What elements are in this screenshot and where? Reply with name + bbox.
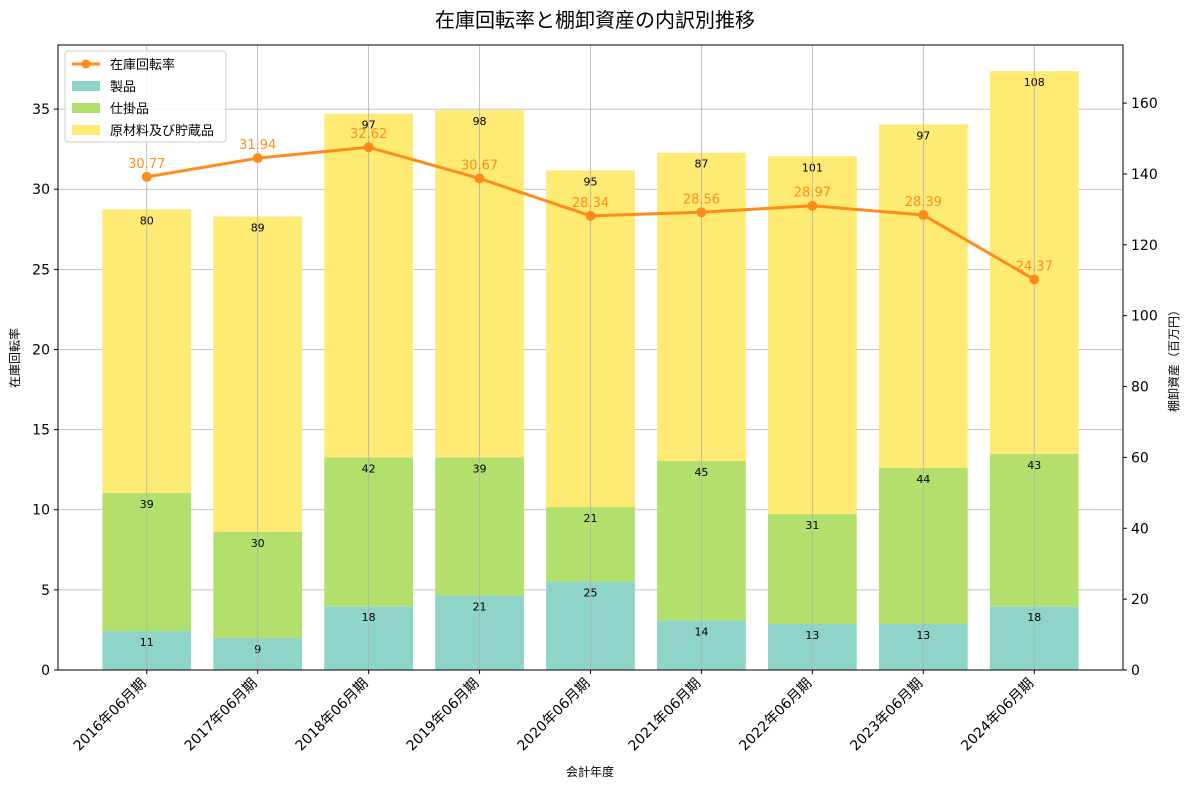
left-axis-tick-label: 25 (32, 262, 50, 278)
x-axis-tick-label: 2021年06月期 (625, 676, 704, 755)
left-axis-tick-label: 5 (41, 583, 50, 599)
turnover-point (1029, 274, 1040, 285)
turnover-point (696, 207, 707, 218)
turnover-point (363, 142, 374, 153)
right-axis-label: 棚卸資産（百万円） (1166, 304, 1181, 412)
x-axis-tick-label: 2020年06月期 (515, 676, 594, 755)
legend-color-swatch (72, 81, 100, 91)
legend-box (64, 50, 227, 143)
x-axis-tick-label: 2016年06月期 (71, 676, 150, 755)
turnover-value-label: 31.94 (239, 138, 276, 153)
x-axis-tick-label: 2022年06月期 (736, 676, 815, 755)
left-axis-label: 在庫回転率 (7, 328, 22, 388)
line-layer: 30.77 31.94 32.62 30.67 28.34 28.56 28.97 28.39… (128, 45, 1053, 670)
chart-title: 在庫回転率と棚卸資産の内訳別推移 (435, 8, 755, 32)
left-axis-tick-label: 35 (32, 102, 50, 118)
left-axis-tick-label: 20 (32, 342, 50, 358)
right-axis-tick-label: 120 (1131, 238, 1158, 254)
x-axis-tick-label: 2024年06月期 (958, 676, 1037, 755)
right-axis-tick-label: 60 (1131, 450, 1149, 466)
turnover-point (918, 210, 929, 221)
right-axis-tick-label: 20 (1131, 592, 1149, 608)
turnover-value-label: 28.97 (794, 186, 831, 201)
turnover-value-label: 28.34 (572, 196, 609, 211)
right-axis-tick-label: 100 (1131, 309, 1158, 325)
left-axis-tick-label: 10 (32, 503, 50, 519)
turnover-point (252, 153, 263, 164)
legend-entry-label: 製品 (110, 80, 136, 95)
legend-marker-swatch (81, 59, 91, 69)
legend-entry-label: 仕掛品 (110, 102, 149, 117)
left-axis-tick-label: 0 (41, 663, 50, 679)
turnover-value-label: 32.62 (350, 127, 387, 142)
turnover-value-label: 28.56 (683, 192, 720, 207)
x-axis-tick-label: 2023年06月期 (847, 676, 926, 755)
turnover-value-label: 30.67 (461, 158, 498, 173)
turnover-point (807, 200, 818, 211)
left-axis-tick-label: 15 (32, 423, 50, 439)
legend-entry-label: 在庫回転率 (110, 57, 175, 73)
legend-entry-label: 原材料及び貯蔵品 (110, 124, 214, 139)
turnover-point (141, 171, 152, 182)
turnover-value-label: 30.77 (128, 157, 165, 172)
right-axis-tick-label: 80 (1131, 380, 1149, 396)
turnover-value-label: 28.39 (905, 195, 942, 210)
right-axis-tick-label: 0 (1131, 663, 1140, 679)
right-axis-tick-label: 140 (1131, 167, 1158, 183)
right-axis-tick-label: 40 (1131, 521, 1149, 537)
left-axis-tick-label: 30 (32, 182, 50, 198)
turnover-point (474, 173, 485, 184)
legend-color-swatch (72, 103, 100, 113)
x-axis-label: 会計年度 (566, 764, 614, 779)
right-axis-tick-label: 160 (1131, 96, 1158, 112)
legend-color-swatch (72, 125, 100, 135)
x-axis-tick-label: 2019年06月期 (404, 676, 483, 755)
turnover-point (585, 210, 596, 221)
turnover-value-label: 24.37 (1016, 259, 1053, 274)
x-axis-tick-label: 2017年06月期 (182, 676, 261, 755)
x-axis-tick-label: 2018年06月期 (293, 676, 372, 755)
